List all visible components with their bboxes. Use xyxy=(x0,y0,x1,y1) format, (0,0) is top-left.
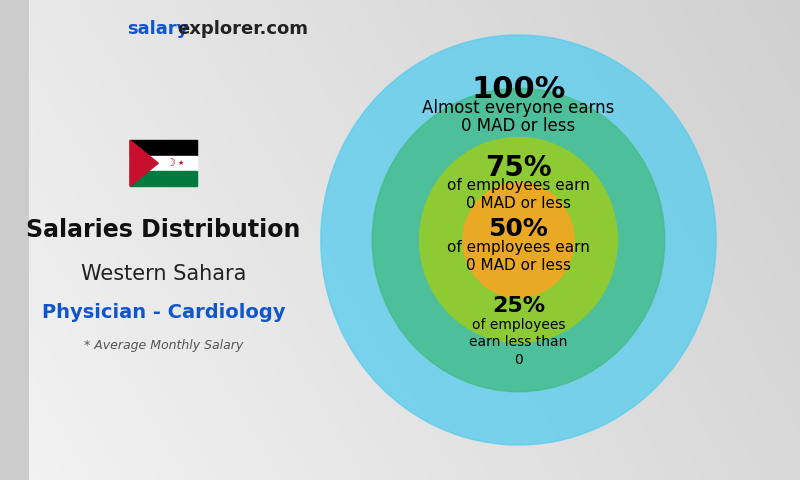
Bar xyxy=(130,171,198,186)
Circle shape xyxy=(321,35,716,445)
Circle shape xyxy=(372,88,665,392)
Text: ★: ★ xyxy=(178,160,184,166)
Text: 0 MAD or less: 0 MAD or less xyxy=(462,117,575,135)
Text: 0: 0 xyxy=(514,353,523,368)
Circle shape xyxy=(463,182,574,298)
Text: Western Sahara: Western Sahara xyxy=(81,264,246,284)
Text: of employees: of employees xyxy=(472,317,566,332)
Circle shape xyxy=(420,137,618,343)
Bar xyxy=(130,156,198,171)
Text: Almost everyone earns: Almost everyone earns xyxy=(422,99,614,117)
Text: 75%: 75% xyxy=(485,154,552,182)
Text: explorer.com: explorer.com xyxy=(177,20,308,38)
Text: salary: salary xyxy=(127,20,189,38)
Text: of employees earn: of employees earn xyxy=(447,179,590,193)
Text: 0 MAD or less: 0 MAD or less xyxy=(466,196,571,211)
Text: ☽: ☽ xyxy=(166,158,176,168)
Polygon shape xyxy=(130,140,158,186)
Text: 100%: 100% xyxy=(471,75,566,105)
Text: Salaries Distribution: Salaries Distribution xyxy=(26,218,301,242)
Text: of employees earn: of employees earn xyxy=(447,240,590,255)
Bar xyxy=(130,140,198,156)
Text: 0 MAD or less: 0 MAD or less xyxy=(466,258,571,273)
Text: 25%: 25% xyxy=(492,297,545,316)
Text: Physician - Cardiology: Physician - Cardiology xyxy=(42,302,286,322)
Text: * Average Monthly Salary: * Average Monthly Salary xyxy=(84,339,243,352)
Text: earn less than: earn less than xyxy=(470,336,568,349)
Text: 50%: 50% xyxy=(489,217,549,241)
